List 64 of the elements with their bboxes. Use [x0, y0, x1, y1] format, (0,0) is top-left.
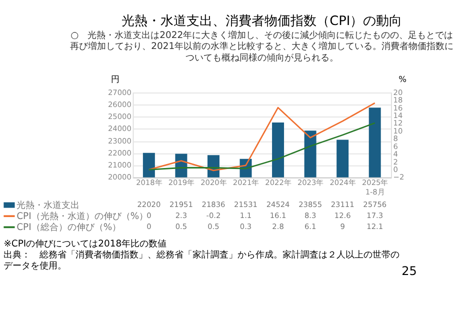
data-label: 16.1: [270, 210, 286, 220]
data-label: 17.3: [366, 210, 384, 220]
chart-title: 光熱・水道支出、消費者物価指数（CPI）の動向: [122, 14, 402, 30]
y2-tick-label: 4: [393, 150, 398, 159]
y-tick-label: 25000: [108, 112, 132, 122]
data-label: 0.5: [175, 222, 188, 232]
data-label: 21531: [234, 200, 258, 209]
y-tick-label: 20000: [108, 172, 132, 182]
y-tick-label: 24000: [108, 124, 132, 134]
legend-label: 光熱・水道支出: [16, 200, 80, 211]
y2-tick-label: 6: [393, 142, 398, 151]
y2-tick-label: 18: [393, 96, 403, 105]
data-label: 12.1: [366, 222, 384, 232]
text: 25: [402, 264, 417, 278]
y-tick-label: 21000: [108, 160, 132, 170]
data-label: 0.3: [240, 222, 252, 232]
y-tick-label: 23000: [108, 136, 132, 146]
data-label: 24524: [266, 200, 290, 209]
x-tick-label: 2024年: [330, 178, 356, 188]
data-label: 9: [340, 222, 346, 232]
data-label: 23111: [330, 200, 354, 209]
y2-axis-title: %: [398, 74, 407, 84]
data-label: -0.2: [206, 210, 221, 220]
y2-tick-label: 2: [393, 157, 398, 166]
y2-tick-label: 8: [393, 134, 398, 144]
legend-label: CPI（総合）の伸び（%）: [16, 222, 122, 233]
y2-tick-label: −2: [393, 172, 404, 182]
y2-tick-label: 12: [393, 118, 403, 128]
y-axis-title: 円: [110, 74, 119, 84]
x-tick-label: 2020年: [200, 178, 226, 188]
data-label: 1.1: [240, 210, 252, 220]
y2-tick-label: 14: [393, 110, 403, 120]
x-tick-label: 2018年: [136, 178, 162, 188]
data-label: 0.5: [208, 222, 220, 232]
data-label: 23855: [298, 200, 322, 209]
data-label: 22020: [137, 200, 161, 209]
x-tick-label: 2019年: [168, 178, 194, 188]
y2-tick-label: 16: [393, 103, 403, 112]
y2-tick-label: 10: [393, 126, 403, 136]
y-tick-label: 26000: [108, 100, 132, 109]
x-tick-label: 2025年 1-8月: [362, 178, 388, 196]
source-note: 出典： 総務省「消費者物価指数」、総務省「家計調査」から作成。家計調査は２人以上の世帯のデータを使用。: [4, 250, 400, 272]
line-series: [148, 122, 376, 170]
data-label: 21836: [202, 200, 226, 209]
y-tick-label: 22000: [108, 148, 132, 158]
line-series: [148, 102, 376, 172]
x-tick-label: 2022年: [265, 178, 291, 188]
y2-tick-label: 20: [393, 88, 403, 97]
data-label: 8.3: [304, 210, 316, 220]
data-label: 0: [146, 222, 152, 232]
data-label: 0: [146, 210, 152, 220]
y2-tick-label: 0: [393, 164, 398, 174]
chart-subtitle: ○ 光熱・水道支出は2022年に大きく増加し、その後に減少傾向に転じたものの、足もとでは再び増加しており、2021年以前の水準と比較すると、大きく増加している。消費者物価指数についても概ね同様の傾向が見られる。: [70, 30, 454, 64]
y-tick-label: 27000: [108, 88, 132, 97]
data-label: 12.6: [334, 210, 352, 220]
data-label: 2.3: [175, 210, 188, 220]
x-tick-label: 2023年: [297, 178, 324, 188]
x-tick-label: 2021年: [232, 178, 259, 188]
data-label: 21951: [169, 200, 193, 209]
data-label: 6.1: [304, 222, 316, 232]
data-label: 25756: [363, 200, 387, 209]
data-label: 2.8: [272, 222, 284, 232]
legend-label: CPI（光熱・水道）の伸び（%）: [16, 210, 148, 222]
text: ※CPIの伸びについては2018年比の数値: [4, 238, 167, 250]
